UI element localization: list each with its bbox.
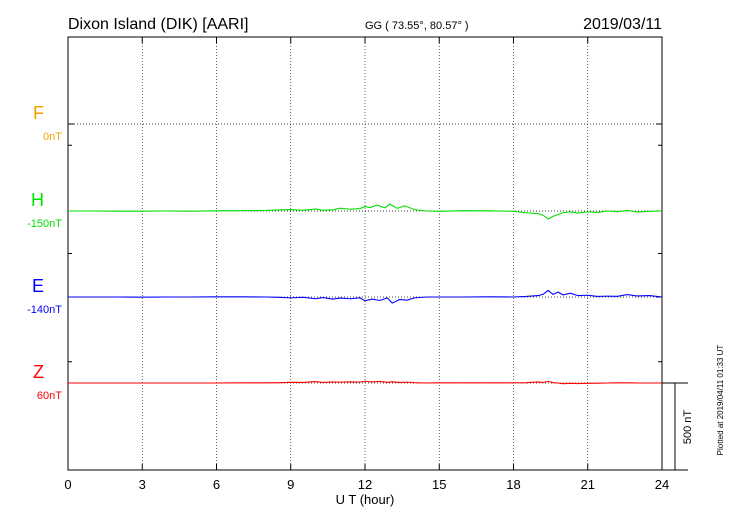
x-tick-label: 21 — [581, 477, 595, 492]
x-tick-label: 18 — [506, 477, 520, 492]
series-offset-h: -150nT — [27, 218, 62, 230]
grid-layer — [68, 37, 662, 470]
axis-layer: 0 3 6 9 12 15 18 21 24 U T (hour) — [64, 36, 669, 507]
series-line-z — [68, 380, 662, 385]
series-offset-e: -140nT — [27, 304, 62, 316]
series-label-e: E — [32, 276, 44, 296]
plotted-note: Plotted at 2019/04/11 01:33 UT — [716, 345, 725, 456]
label-layer: F 0nT H -150nT E -140nT Z 60nT — [27, 103, 62, 402]
x-tick-label: 9 — [287, 477, 294, 492]
x-tick-label: 12 — [358, 477, 372, 492]
series-offset-f: 0nT — [43, 131, 62, 143]
x-axis-title: U T (hour) — [336, 492, 395, 507]
x-tick-label: 3 — [139, 477, 146, 492]
series-label-z: Z — [33, 362, 44, 382]
x-tick-label: 15 — [432, 477, 446, 492]
series-label-f: F — [33, 103, 44, 123]
geographic-coordinates: GG ( 73.55°, 80.57° ) — [365, 20, 469, 32]
x-tick-label: 24 — [655, 477, 669, 492]
scale-bar: 500 nT — [662, 382, 694, 471]
x-tick-label: 6 — [213, 477, 220, 492]
series-layer — [68, 203, 663, 385]
series-offset-z: 60nT — [37, 390, 62, 402]
x-tick-label: 0 — [64, 477, 71, 492]
series-line-h — [68, 203, 663, 220]
date-label: 2019/03/11 — [583, 16, 662, 33]
series-label-h: H — [31, 190, 44, 210]
series-line-e — [68, 289, 663, 304]
station-title: Dixon Island (DIK) [AARI] — [68, 16, 249, 33]
scale-bar-label: 500 nT — [682, 410, 694, 445]
